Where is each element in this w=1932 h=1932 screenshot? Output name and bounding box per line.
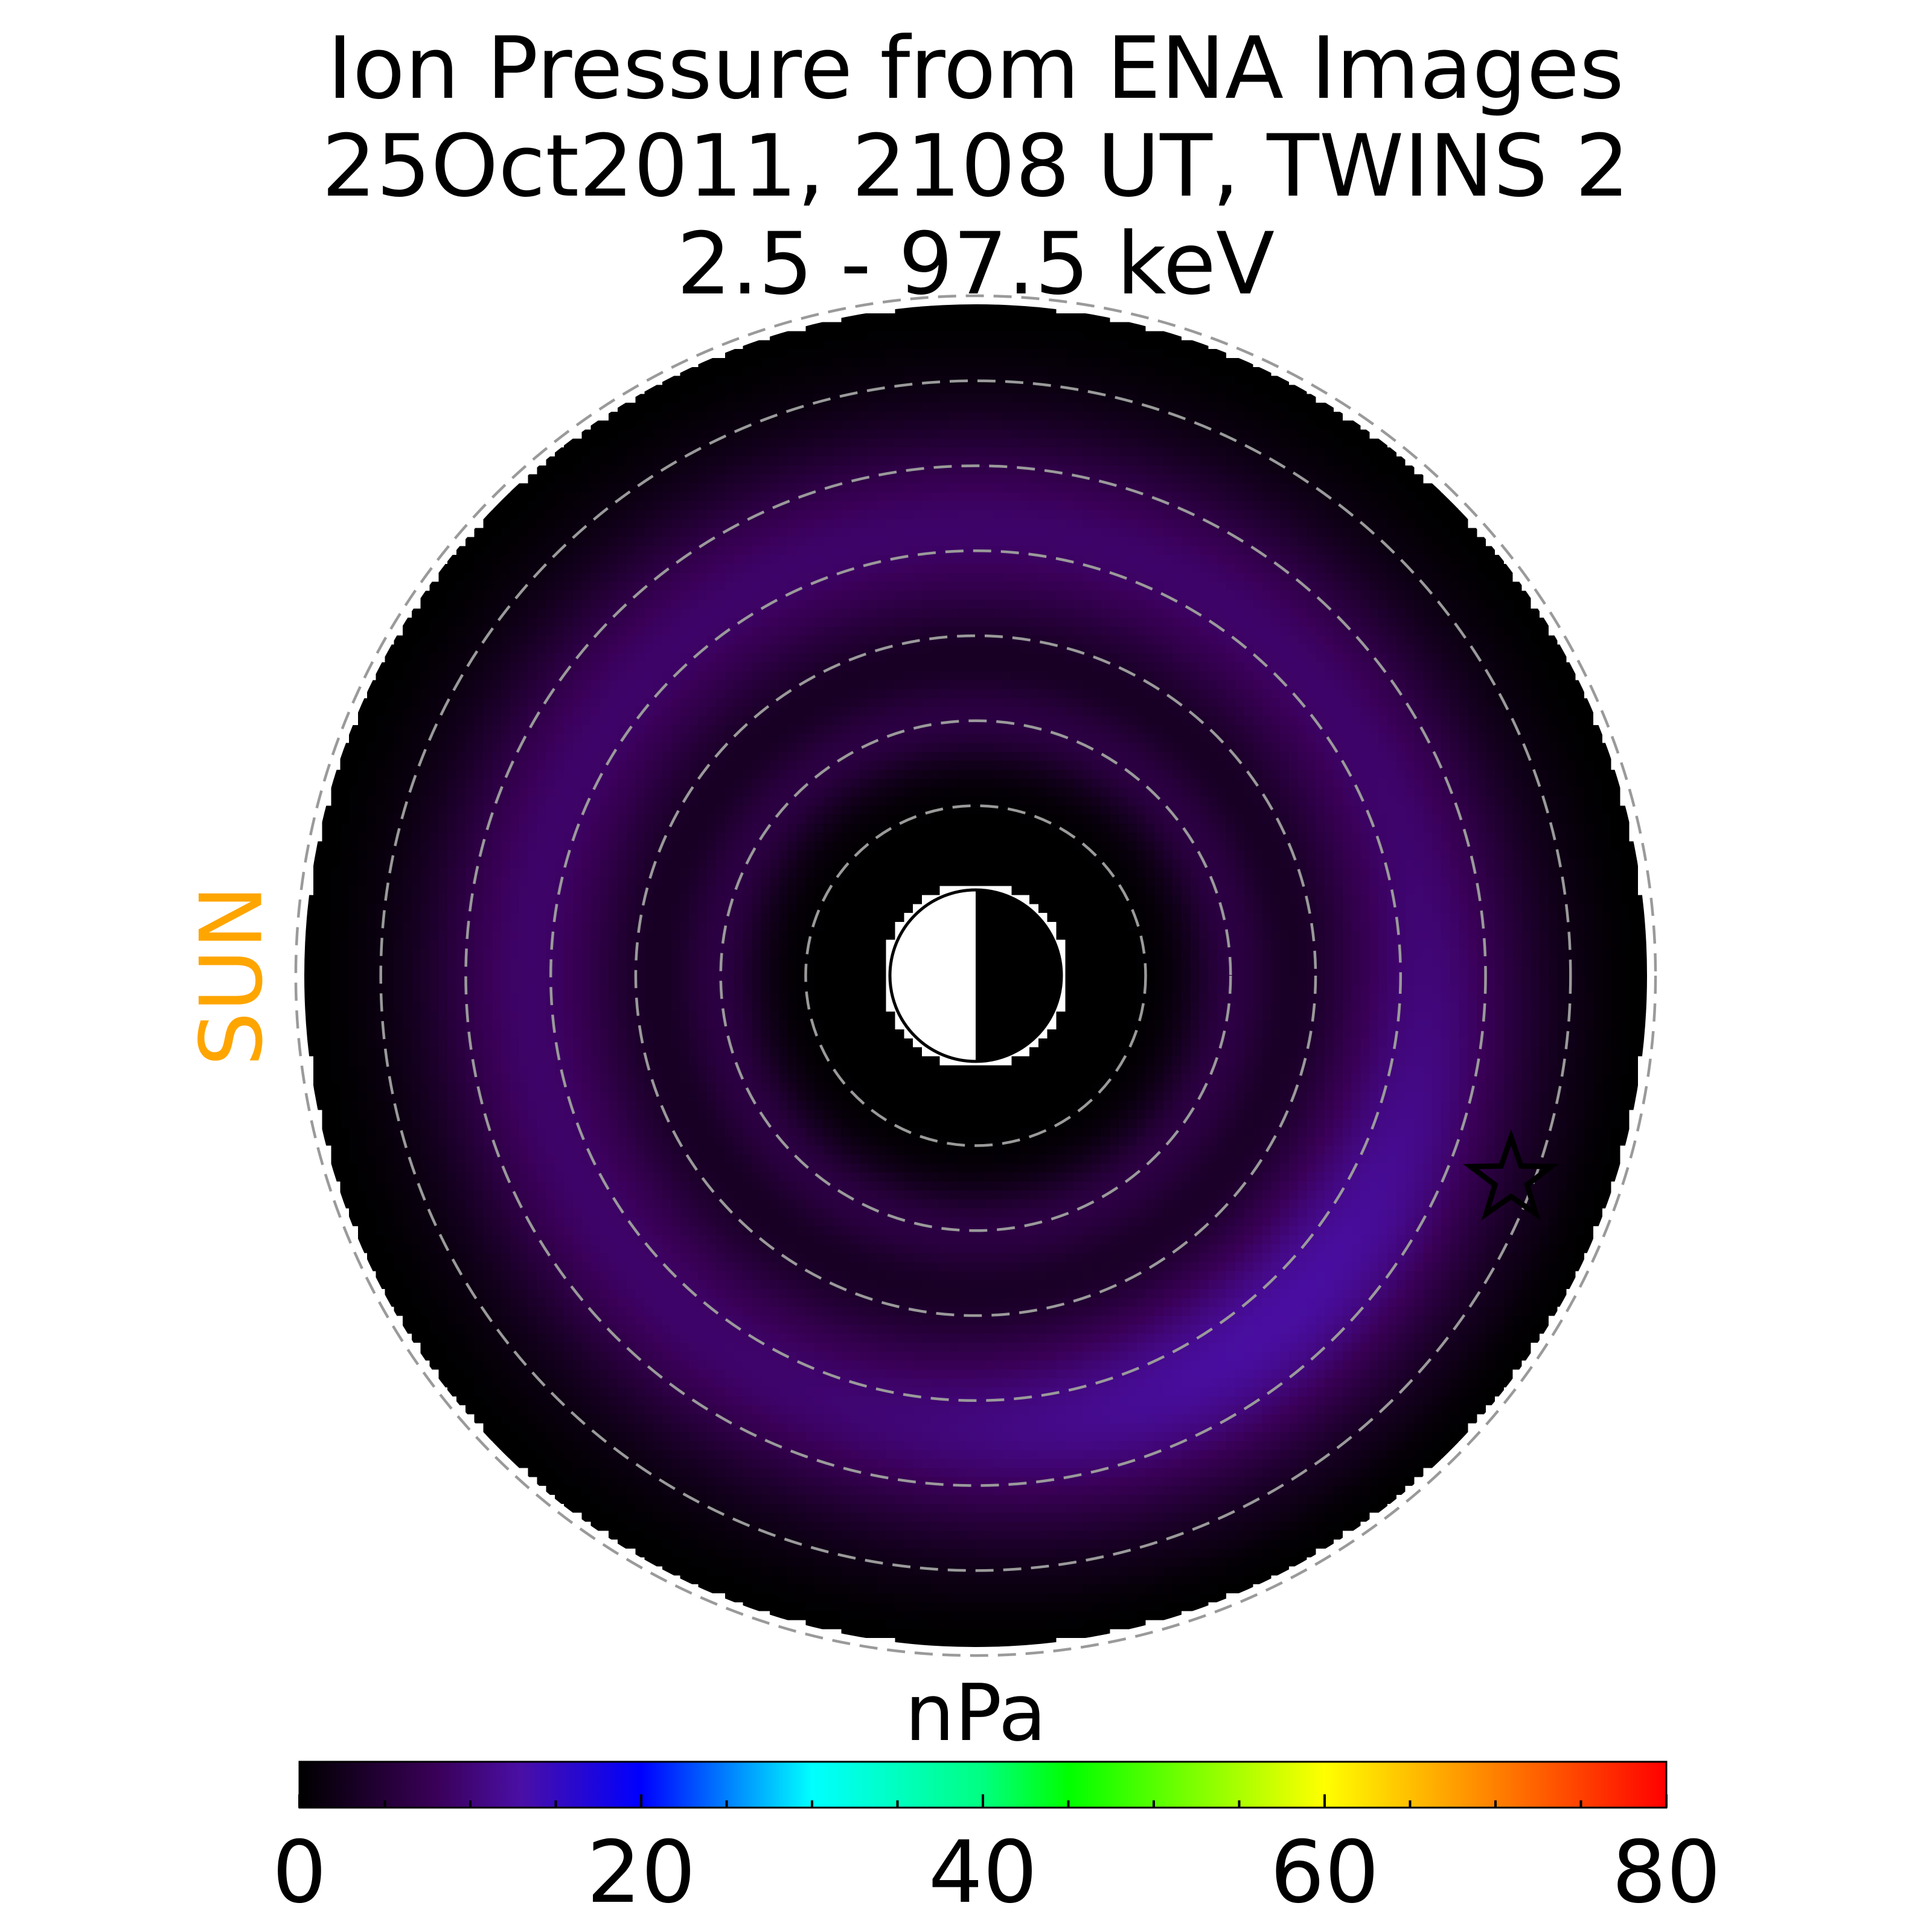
colorbar-tick-label: 40 bbox=[929, 1823, 1038, 1922]
radial-grid-circle bbox=[379, 379, 1572, 1572]
chart-title: Ion Pressure from ENA Images 25Oct2011, … bbox=[322, 19, 1630, 314]
earth-day-side bbox=[890, 890, 976, 1061]
radial-grid-circle bbox=[804, 804, 1147, 1147]
colorbar: nPa 0 20 40 60 80 bbox=[272, 1667, 1721, 1922]
radial-grid-circle bbox=[294, 294, 1657, 1657]
title-line-1: Ion Pressure from ENA Images bbox=[327, 19, 1624, 118]
colorbar-ticks: 0 20 40 60 80 bbox=[272, 1794, 1721, 1922]
radial-grid-circle bbox=[464, 464, 1487, 1487]
earth-symbol bbox=[888, 888, 1063, 1063]
colorbar-tick-label: 0 bbox=[272, 1823, 327, 1922]
colorbar-tick-label: 80 bbox=[1612, 1823, 1721, 1922]
title-line-3: 2.5 - 97.5 keV bbox=[677, 214, 1275, 314]
colorbar-tick-label: 60 bbox=[1270, 1823, 1380, 1922]
satellite-position-star bbox=[1463, 1129, 1559, 1221]
earth-night-side bbox=[976, 890, 1061, 1061]
radial-grid-circle bbox=[634, 634, 1317, 1317]
sun-label: SUN bbox=[182, 885, 282, 1066]
title-line-2: 25Oct2011, 2108 UT, TWINS 2 bbox=[322, 117, 1630, 216]
polar-plot bbox=[294, 294, 1657, 1657]
radial-grid bbox=[294, 294, 1657, 1657]
colorbar-tick-label: 20 bbox=[587, 1823, 696, 1922]
earth-outline bbox=[888, 888, 1063, 1063]
colorbar-label: nPa bbox=[905, 1667, 1047, 1759]
radial-grid-circle bbox=[719, 719, 1232, 1232]
radial-grid-circle bbox=[549, 549, 1403, 1403]
